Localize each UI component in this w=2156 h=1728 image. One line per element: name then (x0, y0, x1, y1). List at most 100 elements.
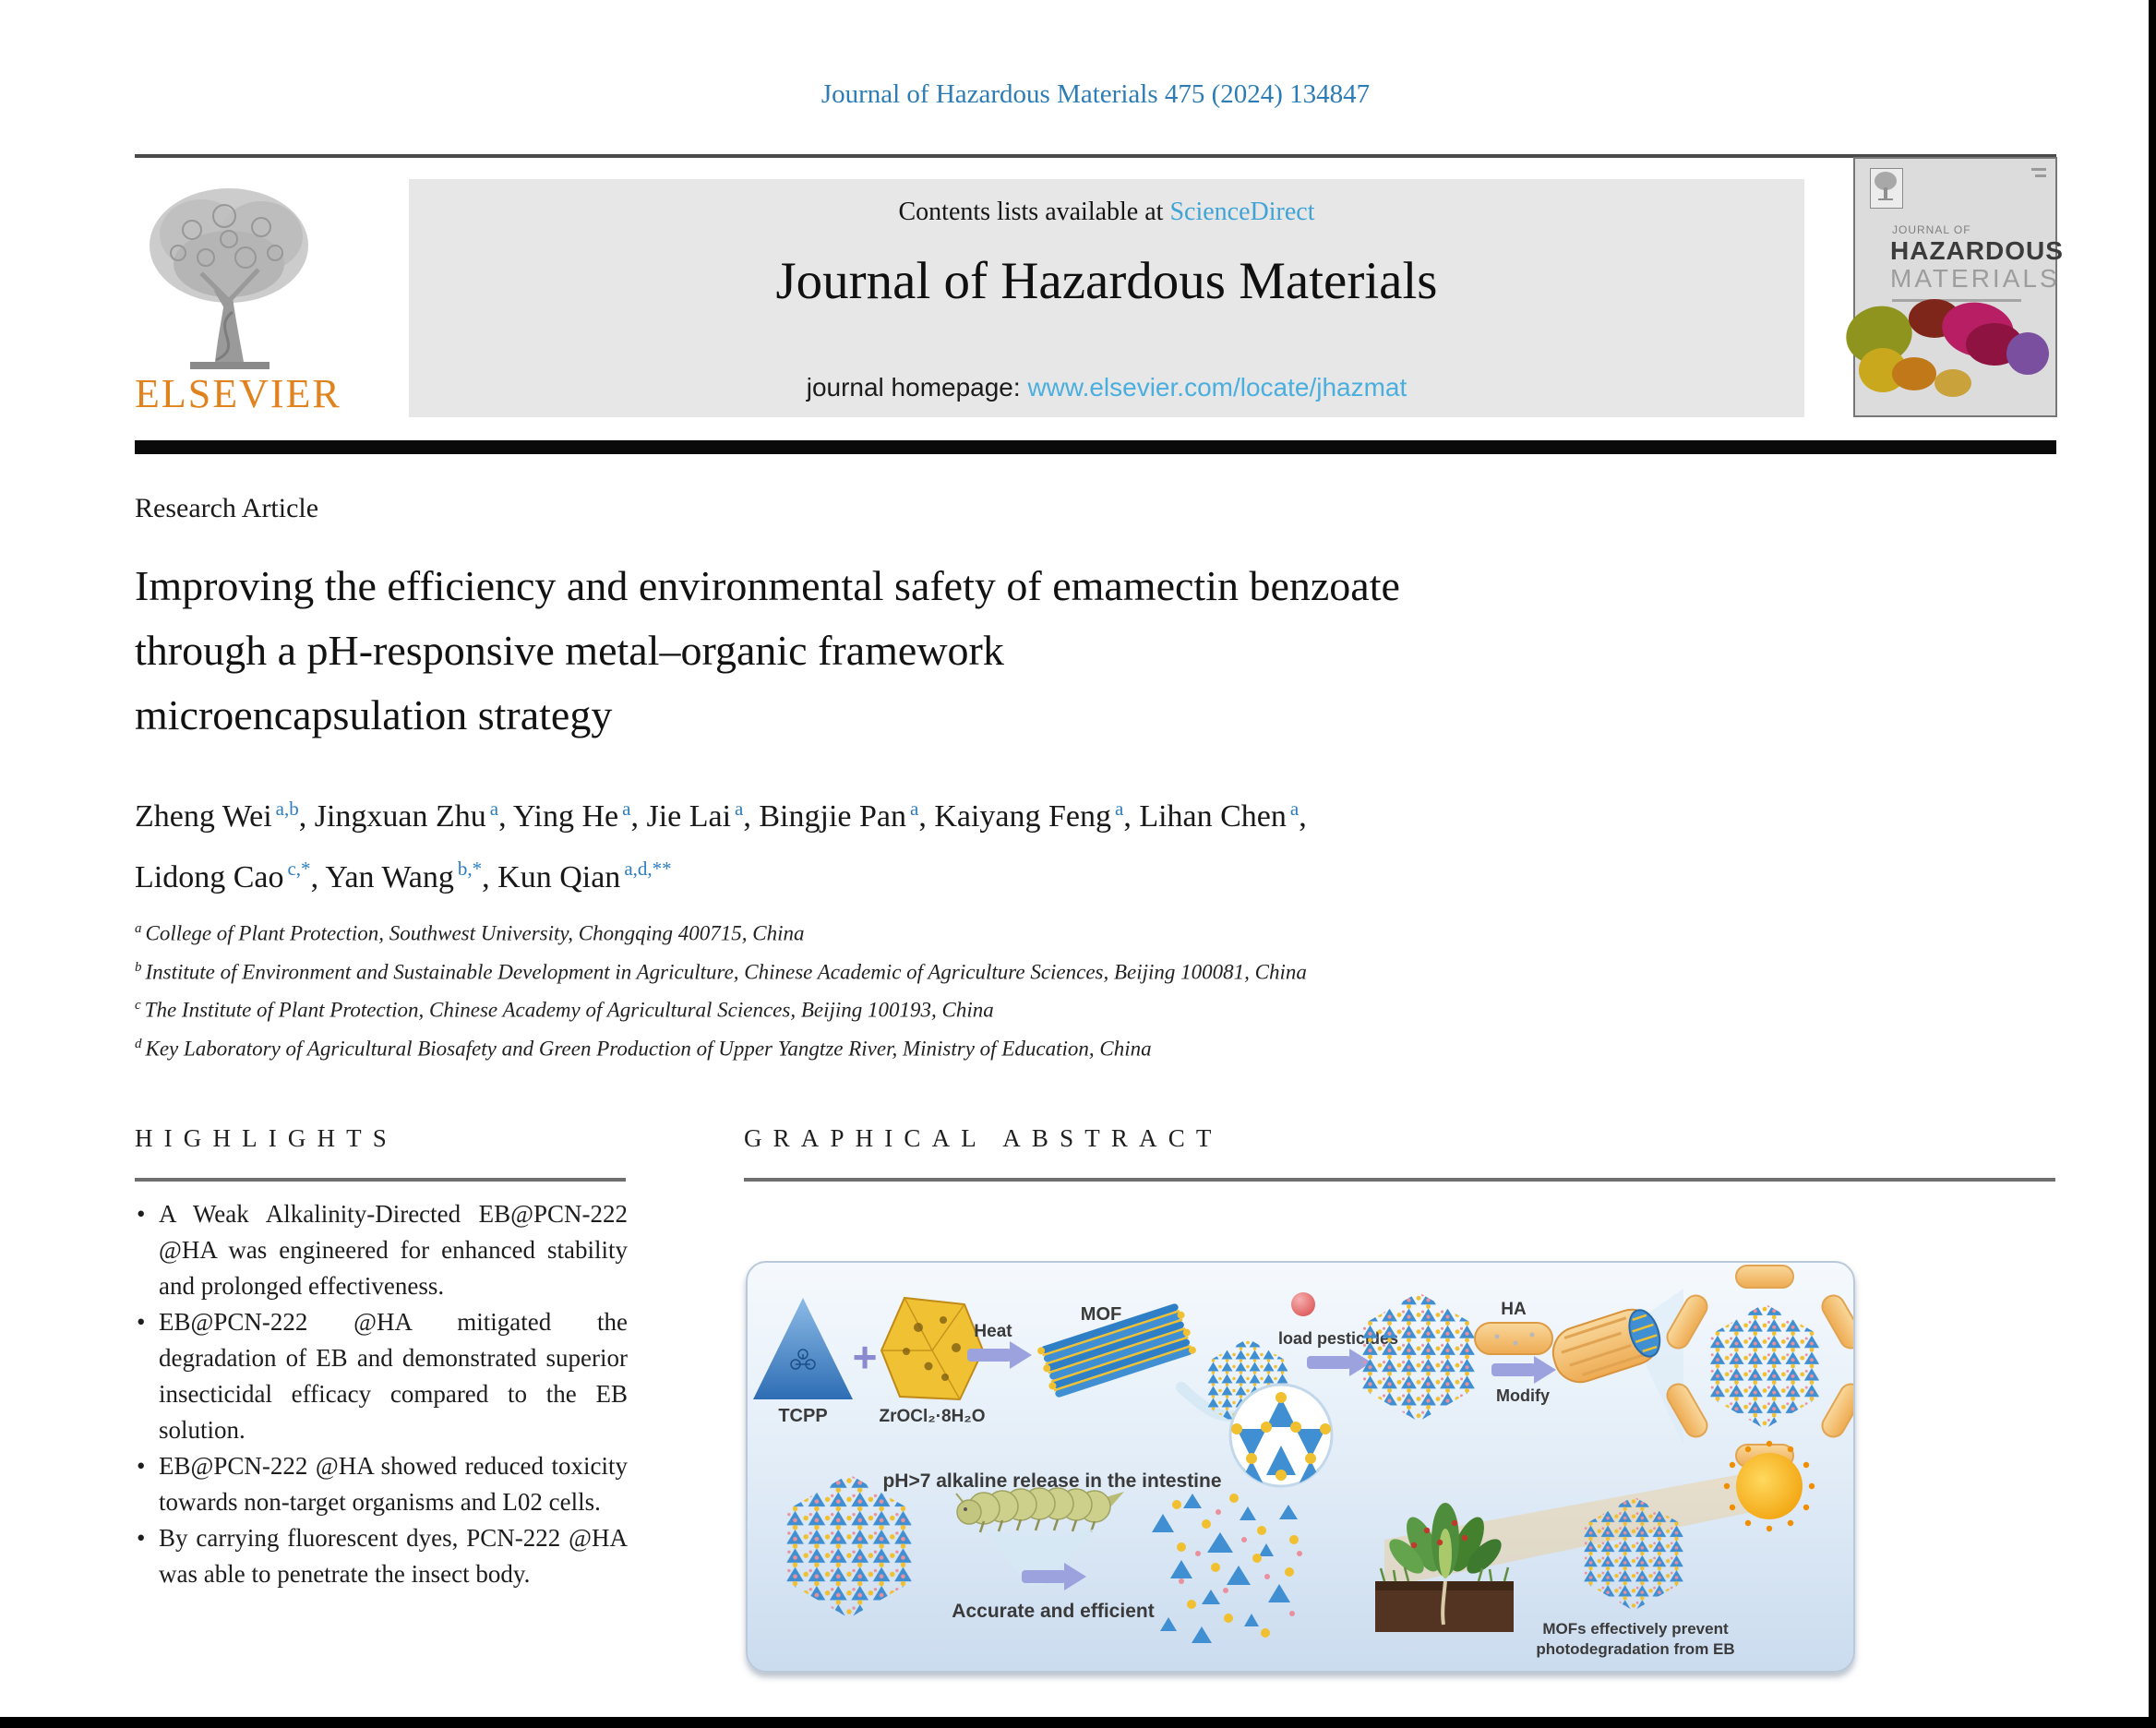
author-list: Zheng Wei a,b, Jingxuan Zhu a, Ying He a, J… (135, 783, 1981, 904)
map-blob (1934, 369, 1971, 397)
elsevier-wordmark: ELSEVIER (135, 371, 341, 416)
prevent-label-line2: photodegradation from EB (1536, 1640, 1734, 1658)
scan-edge-bottom (0, 1717, 2156, 1728)
contents-line: Contents lists available at ScienceDirec… (409, 198, 1804, 227)
author-line: Zheng Wei a,b, Jingxuan Zhu a, Ying He a, J… (135, 783, 1981, 843)
author-affil-sup: a (1115, 798, 1124, 820)
journal-cover-thumbnail: JOURNAL OF HAZARDOUS MATERIALS (1839, 157, 2063, 417)
author: Zheng Wei a,b, (135, 798, 315, 834)
homepage-line: journal homepage: www.elsevier.com/locat… (409, 373, 1804, 402)
tcpp-label: TCPP (778, 1406, 827, 1426)
ph-release-label: pH>7 alkaline release in the intestine (882, 1470, 1221, 1492)
journal-title: Journal of Hazardous Materials (775, 252, 1438, 310)
loaded-mof-particle-icon (1362, 1292, 1475, 1422)
graphical-abstract-heading: GRAPHICAL ABSTRACT (744, 1124, 1223, 1152)
affiliation: c The Institute of Plant Protection, Chin… (135, 998, 994, 1022)
bullet-dot: • (137, 1524, 146, 1552)
tcpp-triangle-icon (753, 1298, 853, 1399)
accurate-label: Accurate and efficient (952, 1601, 1154, 1622)
cover-tagline-mark (1892, 299, 2021, 302)
scan-edge-right (2149, 0, 2156, 1728)
mof-rod-bundle-icon (1037, 1303, 1196, 1398)
highlights-rule (135, 1178, 626, 1182)
journal-citation: Journal of Hazardous Materials 475 (2024… (820, 79, 1371, 109)
highlight-bullet: • A Weak Alkalinity-Directed EB@PCN-222 @… (135, 1196, 628, 1304)
author-affil-sup: a (909, 798, 919, 820)
elsevier-tree-icon (150, 188, 308, 369)
bullet-dot: • (137, 1452, 146, 1480)
author-affil-sup: c,* (287, 858, 311, 881)
elsevier-logo: ELSEVIER (135, 177, 347, 417)
caterpillar-icon (955, 1487, 1124, 1533)
affiliation: a College of Plant Protection, Southwest … (135, 921, 805, 945)
cover-issn-mark (2031, 168, 2046, 171)
author: Kun Qian a,d,** (497, 858, 672, 894)
author: Lidong Cao c,*, (135, 858, 326, 894)
author-affil-sup: a (622, 798, 631, 820)
release-funnel (983, 1529, 1096, 1586)
affiliation-list: a College of Plant Protection, Southwest … (135, 912, 1888, 1066)
cover-mini-tree-icon (1875, 172, 1897, 200)
heat-label: Heat (974, 1322, 1012, 1341)
highlight-bullet: • By carrying fluorescent dyes, PCN-222 @… (135, 1520, 628, 1592)
author-affil-sup: a (1289, 798, 1300, 820)
title-line: Improving the efficiency and environment… (135, 562, 1400, 609)
sciencedirect-link[interactable]: ScienceDirect (1169, 198, 1315, 226)
graphical-abstract-figure: TCPP + ZrOCl₂·8H₂O Heat (746, 1261, 1855, 1673)
author: Yan Wang b,*, (325, 858, 498, 894)
map-blob (2006, 332, 2049, 375)
cover-journal-of: JOURNAL OF (1892, 223, 1971, 236)
affiliation: d Key Laboratory of Agricultural Biosafet… (135, 1036, 1152, 1061)
graphical-abstract-art: TCPP + ZrOCl₂·8H₂O Heat (753, 1265, 1853, 1658)
modify-label: Modify (1496, 1386, 1550, 1405)
author-affil-sup: a (735, 798, 744, 820)
author: Kaiyang Feng a, (934, 798, 1140, 834)
article-type: Research Article (135, 493, 319, 523)
author: Ying He a, (512, 798, 647, 834)
loaded-mof-particle-icon (786, 1474, 912, 1618)
coated-mof-assembly-icon (1666, 1265, 1853, 1468)
cover-mini-logo (1870, 168, 1903, 209)
bullet-dot: • (137, 1200, 146, 1228)
sun-icon (1723, 1440, 1815, 1532)
prevent-label-line1: MOFs effectively prevent (1542, 1620, 1729, 1638)
article-title: Improving the efficiency and environment… (135, 554, 1981, 748)
cover-issn-mark (2035, 174, 2046, 177)
zrocl-label: ZrOCl₂·8H₂O (879, 1407, 985, 1426)
cover-title-line1: HAZARDOUS (1890, 236, 2064, 265)
homepage-prefix: journal homepage: (806, 373, 1028, 402)
coated-rod-icon (1551, 1308, 1661, 1384)
author: Bingjie Pan a, (759, 798, 935, 834)
released-fragments (1152, 1494, 1302, 1643)
highlights-list: • A Weak Alkalinity-Directed EB@PCN-222 @… (135, 1196, 628, 1592)
graphical-abstract-rule (744, 1178, 2055, 1182)
author: Lihan Chen a, (1139, 798, 1307, 834)
author-line: Lidong Cao c,*, Yan Wang b,*, Kun Qian a,d,… (135, 843, 1981, 903)
plus-sign: + (853, 1333, 878, 1381)
journal-header-banner: Contents lists available at ScienceDirec… (409, 179, 1804, 417)
author-affil-sup: b,* (457, 858, 483, 881)
highlights-heading: HIGHLIGHTS (135, 1124, 398, 1152)
mof-label: MOF (1081, 1304, 1121, 1325)
magnifier-lattice-icon (1228, 1383, 1334, 1488)
author: Jie Lai a, (646, 798, 760, 834)
load-arrow-icon (1307, 1349, 1371, 1376)
homepage-link[interactable]: www.elsevier.com/locate/jhazmat (1027, 373, 1407, 402)
plant-icon (1375, 1503, 1514, 1632)
map-blob (1892, 357, 1936, 390)
ha-label: HA (1501, 1300, 1527, 1319)
title-line: through a pH-responsive metal–organic fr… (135, 627, 1004, 674)
highlight-bullet: • EB@PCN-222 @HA showed reduced toxicity … (135, 1448, 628, 1520)
author-affil-sup: a (489, 798, 499, 820)
bullet-dot: • (137, 1308, 146, 1336)
cover-title-line2: MATERIALS (1890, 264, 2060, 293)
highlight-bullet: • EB@PCN-222 @HA mitigated the degradatio… (135, 1304, 628, 1448)
ha-capsule-icon (1474, 1322, 1553, 1355)
affiliation: b Institute of Environment and Sustainabl… (135, 959, 1307, 984)
header-thick-rule (135, 440, 2056, 454)
modify-arrow-icon (1491, 1356, 1556, 1384)
pesticide-ball-icon (1291, 1292, 1315, 1316)
author-affil-sup: a,d,** (624, 858, 672, 881)
title-line: microencapsulation strategy (135, 691, 613, 738)
